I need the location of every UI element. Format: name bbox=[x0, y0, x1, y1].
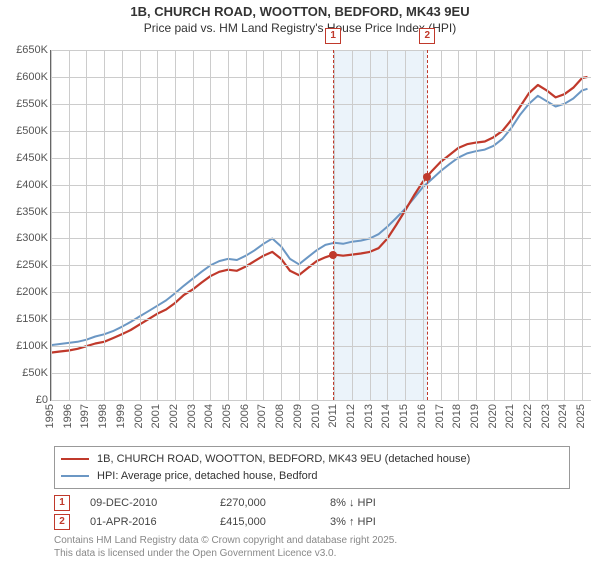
x-tick: 1998 bbox=[97, 404, 109, 428]
y-tick: £300K bbox=[4, 232, 48, 244]
x-tick: 2017 bbox=[434, 404, 446, 428]
x-tick: 2000 bbox=[133, 404, 145, 428]
event-marker: 1 bbox=[54, 495, 70, 511]
x-tick: 2005 bbox=[221, 404, 233, 428]
x-tick: 1997 bbox=[79, 404, 91, 428]
event-date: 01-APR-2016 bbox=[90, 516, 200, 528]
x-tick: 2010 bbox=[310, 404, 322, 428]
x-tick: 2014 bbox=[380, 404, 392, 428]
y-tick: £100K bbox=[4, 340, 48, 352]
legend-label: 1B, CHURCH ROAD, WOOTTON, BEDFORD, MK43 … bbox=[97, 451, 470, 468]
x-tick: 2007 bbox=[256, 404, 268, 428]
chart-subtitle: Price paid vs. HM Land Registry's House … bbox=[0, 21, 600, 35]
plot-area: 12 bbox=[50, 50, 591, 401]
legend-label: HPI: Average price, detached house, Bedf… bbox=[97, 468, 318, 485]
y-tick: £50K bbox=[4, 367, 48, 379]
x-tick: 1995 bbox=[44, 404, 56, 428]
y-tick: £250K bbox=[4, 259, 48, 271]
y-tick: £400K bbox=[4, 179, 48, 191]
event-marker: 2 bbox=[54, 514, 70, 530]
event-dot bbox=[423, 173, 431, 181]
events-table: 1 09-DEC-2010 £270,000 8% ↓ HPI 2 01-APR-2016… bbox=[54, 492, 430, 533]
event-marker: 2 bbox=[419, 28, 435, 44]
x-tick: 1999 bbox=[115, 404, 127, 428]
x-tick: 2003 bbox=[186, 404, 198, 428]
event-date: 09-DEC-2010 bbox=[90, 497, 200, 509]
x-tick: 2012 bbox=[345, 404, 357, 428]
x-tick: 2022 bbox=[522, 404, 534, 428]
event-row: 1 09-DEC-2010 £270,000 8% ↓ HPI bbox=[54, 495, 430, 511]
x-tick: 2019 bbox=[469, 404, 481, 428]
chart-container: 1B, CHURCH ROAD, WOOTTON, BEDFORD, MK43 … bbox=[0, 4, 600, 564]
event-marker: 1 bbox=[325, 28, 341, 44]
y-tick: £200K bbox=[4, 286, 48, 298]
event-price: £415,000 bbox=[220, 516, 310, 528]
x-tick: 2024 bbox=[557, 404, 569, 428]
copyright-line: This data is licensed under the Open Gov… bbox=[54, 548, 397, 561]
y-tick: £500K bbox=[4, 125, 48, 137]
legend-row: HPI: Average price, detached house, Bedf… bbox=[61, 468, 563, 485]
x-tick: 2025 bbox=[575, 404, 587, 428]
copyright: Contains HM Land Registry data © Crown c… bbox=[54, 535, 397, 560]
x-tick: 2009 bbox=[292, 404, 304, 428]
y-tick: £650K bbox=[4, 44, 48, 56]
x-tick: 2018 bbox=[451, 404, 463, 428]
x-tick: 2016 bbox=[416, 404, 428, 428]
event-delta: 8% ↓ HPI bbox=[330, 497, 430, 509]
legend-row: 1B, CHURCH ROAD, WOOTTON, BEDFORD, MK43 … bbox=[61, 451, 563, 468]
event-delta: 3% ↑ HPI bbox=[330, 516, 430, 528]
event-row: 2 01-APR-2016 £415,000 3% ↑ HPI bbox=[54, 514, 430, 530]
x-tick: 2002 bbox=[168, 404, 180, 428]
x-tick: 2011 bbox=[327, 404, 339, 428]
x-tick: 2023 bbox=[540, 404, 552, 428]
event-price: £270,000 bbox=[220, 497, 310, 509]
y-tick: £600K bbox=[4, 71, 48, 83]
y-tick: £450K bbox=[4, 152, 48, 164]
x-tick: 1996 bbox=[62, 404, 74, 428]
x-tick: 2013 bbox=[363, 404, 375, 428]
y-tick: £0 bbox=[4, 394, 48, 406]
event-dashline bbox=[427, 50, 428, 400]
y-tick: £350K bbox=[4, 206, 48, 218]
x-tick: 2021 bbox=[504, 404, 516, 428]
x-tick: 2020 bbox=[487, 404, 499, 428]
legend-swatch bbox=[61, 475, 89, 477]
x-tick: 2001 bbox=[150, 404, 162, 428]
x-tick: 2008 bbox=[274, 404, 286, 428]
legend-swatch bbox=[61, 458, 89, 460]
legend: 1B, CHURCH ROAD, WOOTTON, BEDFORD, MK43 … bbox=[54, 446, 570, 489]
x-tick: 2015 bbox=[398, 404, 410, 428]
y-tick: £150K bbox=[4, 313, 48, 325]
series-line bbox=[51, 89, 588, 345]
x-tick: 2006 bbox=[239, 404, 251, 428]
event-dashline bbox=[333, 50, 334, 400]
event-dot bbox=[329, 251, 337, 259]
chart-title: 1B, CHURCH ROAD, WOOTTON, BEDFORD, MK43 … bbox=[0, 4, 600, 21]
y-tick: £550K bbox=[4, 98, 48, 110]
copyright-line: Contains HM Land Registry data © Crown c… bbox=[54, 535, 397, 548]
series-line bbox=[51, 77, 588, 353]
x-tick: 2004 bbox=[203, 404, 215, 428]
line-svg bbox=[51, 50, 591, 400]
